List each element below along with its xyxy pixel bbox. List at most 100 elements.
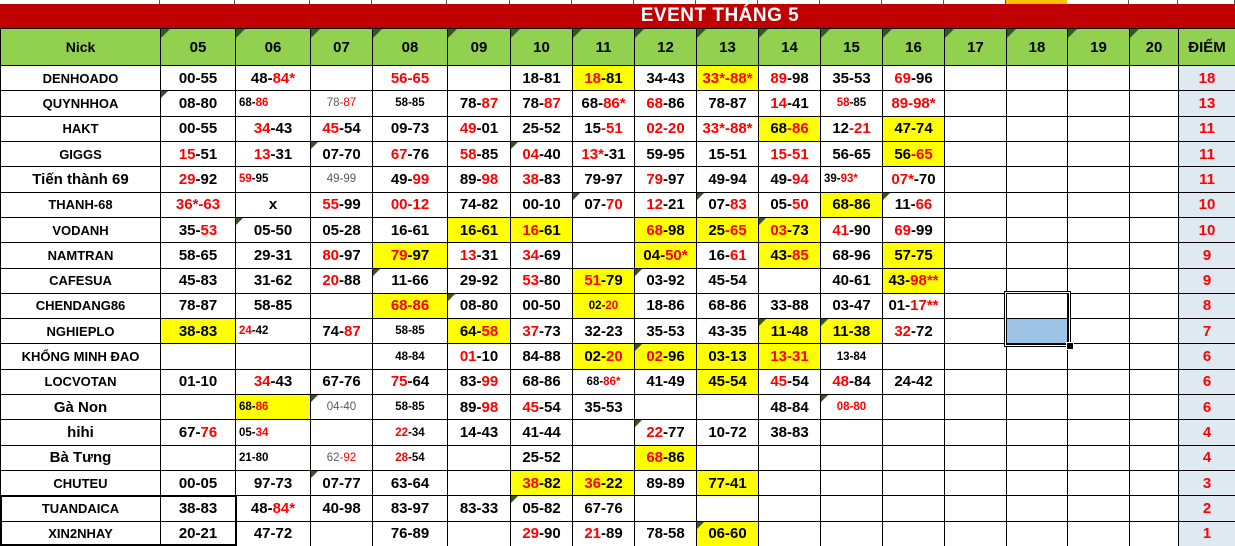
diem-cell-tuandaica[interactable]: 2	[1178, 495, 1235, 522]
diem-cell-chendang86[interactable]: 8	[1178, 292, 1235, 320]
cell-hihi-05[interactable]: 67-76	[160, 419, 236, 446]
cell-bà-tưng-06[interactable]: 21-80	[235, 444, 311, 472]
cell-tiến-thành-69-05[interactable]: 29-92	[160, 166, 236, 193]
cell-namtran-12[interactable]: 04-50*	[634, 242, 697, 269]
cell-tuandaica-14[interactable]	[758, 495, 821, 522]
cell-denhoado-07[interactable]	[310, 64, 373, 92]
cell-bà-tưng-10[interactable]: 25-52	[510, 444, 573, 472]
diem-cell-khổng-minh-đao[interactable]: 6	[1178, 343, 1235, 370]
cell-khổng-minh-đao-05[interactable]	[160, 343, 236, 370]
cell-thanh-68-15[interactable]: 68-86	[820, 191, 883, 218]
cell-namtran-08[interactable]: 79-97	[372, 242, 448, 269]
cell-tuandaica-11[interactable]: 67-76	[572, 495, 635, 522]
diem-cell-thanh-68[interactable]: 10	[1178, 191, 1235, 218]
cell-vodanh-12[interactable]: 68-98	[634, 216, 697, 244]
cell-locvotan-07[interactable]: 67-76	[310, 368, 373, 396]
cell-hakt-18[interactable]	[1006, 115, 1068, 142]
cell-denhoado-14[interactable]: 89-98	[758, 64, 821, 92]
cell-cafesua-15[interactable]: 40-61	[820, 267, 883, 294]
nick-cell-chuteu[interactable]: CHUTEU	[0, 469, 161, 497]
cell-chendang86-10[interactable]: 00-50	[510, 292, 573, 320]
cell-giggs-11[interactable]: 13*-31	[572, 140, 635, 168]
cell-vodanh-20[interactable]	[1129, 216, 1179, 244]
cell-nghieplo-08[interactable]: 58-85	[372, 318, 448, 345]
cell-gà-non-06[interactable]: 68-86	[235, 394, 311, 421]
nick-cell-xin2nhay[interactable]: XIN2NHAY	[0, 520, 161, 546]
cell-khổng-minh-đao-10[interactable]: 84-88	[510, 343, 573, 370]
cell-khổng-minh-đao-14[interactable]: 13-31	[758, 343, 821, 370]
cell-bà-tưng-17[interactable]	[944, 444, 1007, 472]
diem-cell-quynhhoa[interactable]: 13	[1178, 90, 1235, 117]
cell-khổng-minh-đao-16[interactable]	[882, 343, 945, 370]
header-day-08[interactable]: 08	[372, 28, 448, 66]
cell-locvotan-10[interactable]: 68-86	[510, 368, 573, 396]
nick-cell-thanh-68[interactable]: THANH-68	[0, 191, 161, 218]
cell-vodanh-19[interactable]	[1067, 216, 1130, 244]
cell-giggs-13[interactable]: 15-51	[696, 140, 759, 168]
cell-quynhhoa-18[interactable]	[1006, 90, 1068, 117]
cell-thanh-68-10[interactable]: 00-10	[510, 191, 573, 218]
cell-locvotan-05[interactable]: 01-10	[160, 368, 236, 396]
cell-khổng-minh-đao-13[interactable]: 03-13	[696, 343, 759, 370]
cell-vodanh-18[interactable]	[1006, 216, 1068, 244]
cell-namtran-18[interactable]	[1006, 242, 1068, 269]
cell-namtran-05[interactable]: 58-65	[160, 242, 236, 269]
cell-hihi-19[interactable]	[1067, 419, 1130, 446]
cell-khổng-minh-đao-09[interactable]: 01-10	[447, 343, 511, 370]
cell-cafesua-08[interactable]: 11-66	[372, 267, 448, 294]
cell-namtran-15[interactable]: 68-96	[820, 242, 883, 269]
cell-hihi-14[interactable]: 38-83	[758, 419, 821, 446]
cell-tiến-thành-69-13[interactable]: 49-94	[696, 166, 759, 193]
cell-locvotan-20[interactable]	[1129, 368, 1179, 396]
cell-locvotan-12[interactable]: 41-49	[634, 368, 697, 396]
cell-giggs-17[interactable]	[944, 140, 1007, 168]
cell-thanh-68-17[interactable]	[944, 191, 1007, 218]
cell-quynhhoa-10[interactable]: 78-87	[510, 90, 573, 117]
cell-hakt-07[interactable]: 45-54	[310, 115, 373, 142]
cell-hakt-12[interactable]: 02-20	[634, 115, 697, 142]
cell-chuteu-05[interactable]: 00-05	[160, 469, 236, 497]
nick-cell-nghieplo[interactable]: NGHIEPLO	[0, 318, 161, 345]
cell-nghieplo-18[interactable]	[1006, 318, 1068, 345]
cell-tuandaica-10[interactable]: 05-82	[510, 495, 573, 522]
cell-bà-tưng-12[interactable]: 68-86	[634, 444, 697, 472]
cell-thanh-68-19[interactable]	[1067, 191, 1130, 218]
cell-nghieplo-07[interactable]: 74-87	[310, 318, 373, 345]
cell-giggs-20[interactable]	[1129, 140, 1179, 168]
cell-locvotan-06[interactable]: 34-43	[235, 368, 311, 396]
cell-hakt-13[interactable]: 33*-88*	[696, 115, 759, 142]
cell-tuandaica-13[interactable]	[696, 495, 759, 522]
cell-chuteu-15[interactable]	[820, 469, 883, 497]
cell-xin2nhay-12[interactable]: 78-58	[634, 520, 697, 546]
cell-gà-non-10[interactable]: 45-54	[510, 394, 573, 421]
cell-nghieplo-14[interactable]: 11-48	[758, 318, 821, 345]
cell-tuandaica-18[interactable]	[1006, 495, 1068, 522]
cell-hihi-10[interactable]: 41-44	[510, 419, 573, 446]
cell-chendang86-13[interactable]: 68-86	[696, 292, 759, 320]
cell-gà-non-15[interactable]: 08-80	[820, 394, 883, 421]
nick-cell-gà-non[interactable]: Gà Non	[0, 394, 161, 421]
cell-quynhhoa-17[interactable]	[944, 90, 1007, 117]
cell-cafesua-14[interactable]	[758, 267, 821, 294]
cell-khổng-minh-đao-20[interactable]	[1129, 343, 1179, 370]
cell-chuteu-19[interactable]	[1067, 469, 1130, 497]
cell-denhoado-15[interactable]: 35-53	[820, 64, 883, 92]
header-day-19[interactable]: 19	[1067, 28, 1130, 66]
cell-khổng-minh-đao-15[interactable]: 13-84	[820, 343, 883, 370]
header-day-16[interactable]: 16	[882, 28, 945, 66]
cell-locvotan-16[interactable]: 24-42	[882, 368, 945, 396]
cell-cafesua-19[interactable]	[1067, 267, 1130, 294]
cell-chuteu-09[interactable]	[447, 469, 511, 497]
cell-xin2nhay-08[interactable]: 76-89	[372, 520, 448, 546]
cell-thanh-68-13[interactable]: 07-83	[696, 191, 759, 218]
header-day-09[interactable]: 09	[447, 28, 511, 66]
cell-denhoado-17[interactable]	[944, 64, 1007, 92]
cell-cafesua-06[interactable]: 31-62	[235, 267, 311, 294]
cell-vodanh-05[interactable]: 35-53	[160, 216, 236, 244]
cell-namtran-20[interactable]	[1129, 242, 1179, 269]
cell-gà-non-19[interactable]	[1067, 394, 1130, 421]
nick-cell-namtran[interactable]: NAMTRAN	[0, 242, 161, 269]
cell-tuandaica-09[interactable]: 83-33	[447, 495, 511, 522]
diem-cell-denhoado[interactable]: 18	[1178, 64, 1235, 92]
cell-chendang86-05[interactable]: 78-87	[160, 292, 236, 320]
